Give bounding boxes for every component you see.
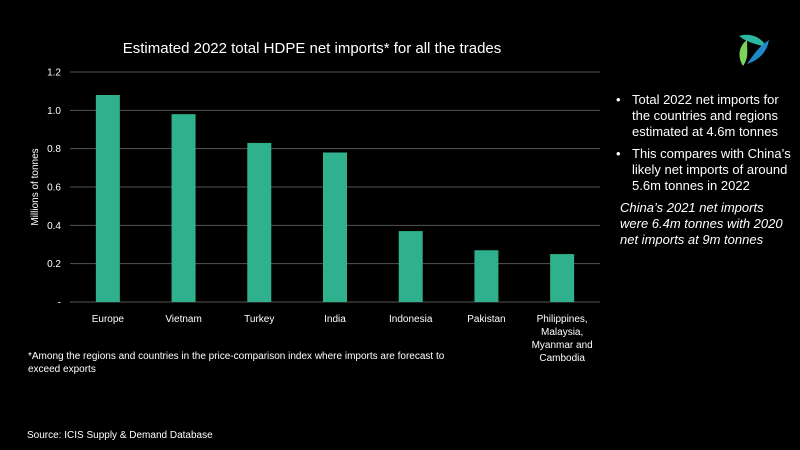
x-tick-label: Turkey — [244, 314, 274, 325]
x-tick-label-line: Europe — [92, 314, 125, 325]
side-note: China’s 2021 net imports were 6.4m tonne… — [620, 200, 783, 247]
logo-swirl-3 — [739, 40, 748, 66]
y-axis-ticks: - 0.2 0.4 0.6 0.8 1.0 1.2 — [47, 68, 61, 309]
bullet-item: • This compares with China’s likely net … — [612, 146, 792, 194]
x-tick-label-line: Pakistan — [467, 314, 505, 325]
x-tick-label-line: Philippines, — [537, 314, 588, 325]
bullet-list: • Total 2022 net imports for the countri… — [612, 92, 792, 194]
x-axis-labels: Europe Vietnam Turkey India Indonesia Pakista… — [92, 314, 593, 364]
x-tick-label: Europe — [92, 314, 125, 325]
y-tick-label: 1.0 — [47, 106, 61, 117]
bar — [550, 254, 575, 302]
bars — [95, 95, 575, 303]
bar — [95, 95, 120, 302]
bullet-marker: • — [616, 146, 621, 161]
bar — [474, 250, 499, 302]
icis-logo-icon — [739, 34, 769, 66]
y-tick-label: 0.2 — [47, 259, 61, 270]
bullet-text: This compares with China’s likely net im… — [632, 146, 791, 193]
x-tick-label-line: India — [324, 314, 346, 325]
x-tick-label: Pakistan — [467, 314, 505, 325]
y-axis-label: Millions of tonnes — [30, 148, 41, 225]
bar — [247, 142, 272, 302]
x-tick-label-line: Malaysia, — [541, 327, 583, 338]
y-tick-label: 1.2 — [47, 68, 61, 79]
x-tick-label: Indonesia — [389, 314, 433, 325]
y-tick-label: - — [58, 298, 61, 309]
bar — [323, 152, 347, 302]
x-tick-label: Vietnam — [165, 314, 202, 325]
x-tick-label-line: Cambodia — [539, 353, 585, 364]
logo-swirl-2 — [747, 40, 769, 64]
x-tick-label-line: Vietnam — [165, 314, 202, 325]
source-note: Source: ICIS Supply & Demand Database — [27, 430, 213, 441]
y-tick-label: 0.4 — [47, 221, 61, 232]
chart-title: Estimated 2022 total HDPE net imports* f… — [123, 40, 502, 57]
logo-swirl-1 — [739, 34, 767, 48]
x-tick-label-line: Turkey — [244, 314, 274, 325]
x-tick-label-line: Indonesia — [389, 314, 433, 325]
x-tick-label: Philippines, Malaysia, Myanmar and Cambodia — [532, 314, 593, 364]
bullet-text: Total 2022 net imports for the countries… — [632, 92, 779, 139]
bullet-item: • Total 2022 net imports for the countri… — [612, 92, 792, 140]
bar — [398, 231, 423, 302]
side-panel: • Total 2022 net imports for the countri… — [612, 92, 792, 248]
bullet-marker: • — [616, 92, 621, 107]
x-tick-label: India — [324, 314, 346, 325]
y-tick-label: 0.6 — [47, 183, 61, 194]
x-tick-label-line: Myanmar and — [532, 340, 593, 351]
bar — [171, 114, 196, 303]
y-tick-label: 0.8 — [47, 144, 61, 155]
footnote: *Among the regions and countries in the … — [28, 351, 445, 375]
